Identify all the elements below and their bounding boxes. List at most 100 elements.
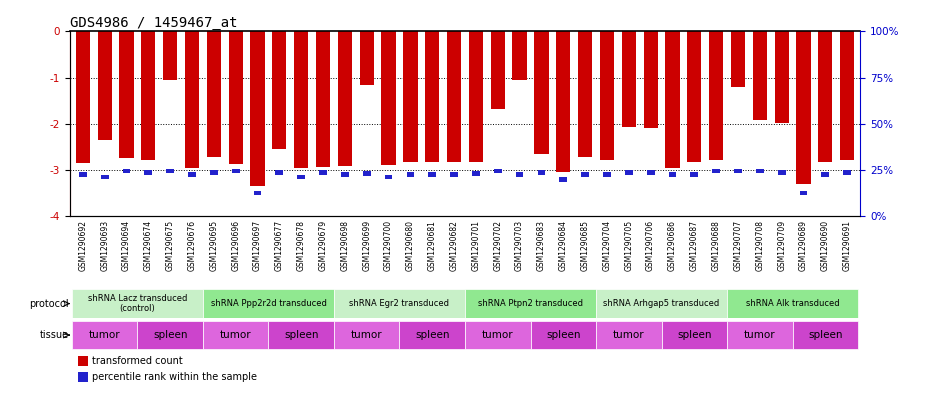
Bar — [644, 31, 658, 129]
Bar — [465, 218, 486, 287]
Bar — [425, 31, 439, 162]
Bar — [77, 356, 88, 366]
Bar — [596, 218, 618, 287]
Bar — [115, 218, 138, 287]
Bar — [618, 218, 640, 287]
Bar — [712, 169, 720, 173]
Bar — [72, 321, 138, 349]
Text: GSM1290674: GSM1290674 — [144, 220, 153, 271]
Text: GSM1290682: GSM1290682 — [449, 220, 458, 271]
Bar — [494, 169, 501, 173]
Bar — [596, 289, 727, 318]
Text: GSM1290702: GSM1290702 — [493, 220, 502, 271]
Bar — [450, 172, 458, 177]
Bar — [94, 218, 115, 287]
Bar — [294, 31, 309, 168]
Bar — [400, 218, 421, 287]
Text: GSM1290692: GSM1290692 — [78, 220, 87, 271]
Bar — [815, 218, 836, 287]
Text: GSM1290675: GSM1290675 — [166, 220, 175, 271]
Bar — [516, 172, 524, 177]
Bar — [559, 177, 567, 182]
Bar — [144, 170, 153, 174]
Text: GSM1290680: GSM1290680 — [405, 220, 415, 271]
Text: shRNA Egr2 transduced: shRNA Egr2 transduced — [350, 299, 449, 308]
Bar — [334, 289, 465, 318]
Text: GSM1290683: GSM1290683 — [537, 220, 546, 271]
Bar — [687, 31, 701, 162]
Bar — [429, 172, 436, 177]
Bar — [756, 169, 764, 173]
Bar — [334, 218, 356, 287]
Bar — [312, 218, 334, 287]
Bar — [775, 31, 789, 123]
Bar — [225, 218, 246, 287]
Bar — [181, 218, 203, 287]
Bar — [705, 218, 727, 287]
Bar — [272, 31, 286, 149]
Bar — [472, 171, 480, 176]
Text: GSM1290690: GSM1290690 — [821, 220, 830, 271]
Bar — [421, 218, 444, 287]
Bar — [465, 321, 530, 349]
Text: GSM1290708: GSM1290708 — [755, 220, 764, 271]
Bar — [141, 31, 155, 160]
Bar — [625, 170, 632, 174]
Text: GSM1290699: GSM1290699 — [362, 220, 371, 271]
Bar — [254, 191, 261, 195]
Text: GSM1290688: GSM1290688 — [711, 220, 721, 271]
Bar — [98, 31, 112, 140]
Text: GSM1290677: GSM1290677 — [275, 220, 284, 271]
Bar — [275, 170, 284, 174]
Bar — [400, 321, 465, 349]
Bar — [119, 31, 134, 158]
Bar — [840, 31, 855, 160]
Bar — [444, 218, 465, 287]
Bar — [727, 321, 792, 349]
Bar — [581, 172, 589, 177]
Text: GSM1290676: GSM1290676 — [188, 220, 196, 271]
Text: GSM1290694: GSM1290694 — [122, 220, 131, 271]
Text: GDS4986 / 1459467_at: GDS4986 / 1459467_at — [70, 17, 237, 30]
Bar — [640, 218, 661, 287]
Bar — [665, 31, 680, 168]
Bar — [844, 170, 851, 174]
Bar — [404, 31, 418, 162]
Bar — [385, 174, 392, 179]
Bar — [535, 31, 549, 154]
Bar — [646, 170, 655, 174]
Text: GSM1290691: GSM1290691 — [843, 220, 852, 271]
Bar — [203, 321, 269, 349]
Text: shRNA Lacz transduced
(control): shRNA Lacz transduced (control) — [87, 294, 187, 313]
Bar — [669, 172, 676, 177]
Bar — [596, 321, 661, 349]
Bar — [661, 321, 727, 349]
Bar — [269, 218, 290, 287]
Bar — [447, 31, 461, 162]
Bar — [123, 169, 130, 173]
Bar — [486, 218, 509, 287]
Text: spleen: spleen — [808, 330, 843, 340]
Bar — [731, 31, 745, 87]
Bar — [621, 31, 636, 127]
Text: shRNA Alk transduced: shRNA Alk transduced — [746, 299, 840, 308]
Text: GSM1290701: GSM1290701 — [472, 220, 481, 271]
Bar — [771, 218, 792, 287]
Bar — [603, 172, 611, 177]
Text: GSM1290707: GSM1290707 — [734, 220, 742, 271]
Bar — [316, 31, 330, 167]
Bar — [360, 31, 374, 84]
Bar — [465, 289, 596, 318]
Bar — [661, 218, 684, 287]
Text: protocol: protocol — [29, 299, 69, 309]
Bar — [538, 170, 545, 174]
Text: spleen: spleen — [284, 330, 318, 340]
Text: transformed count: transformed count — [92, 356, 182, 366]
Bar — [250, 31, 265, 186]
Bar — [530, 218, 552, 287]
Bar — [163, 31, 178, 80]
Bar — [75, 31, 90, 163]
Text: GSM1290703: GSM1290703 — [515, 220, 525, 271]
Text: GSM1290684: GSM1290684 — [559, 220, 568, 271]
Bar — [166, 169, 174, 173]
